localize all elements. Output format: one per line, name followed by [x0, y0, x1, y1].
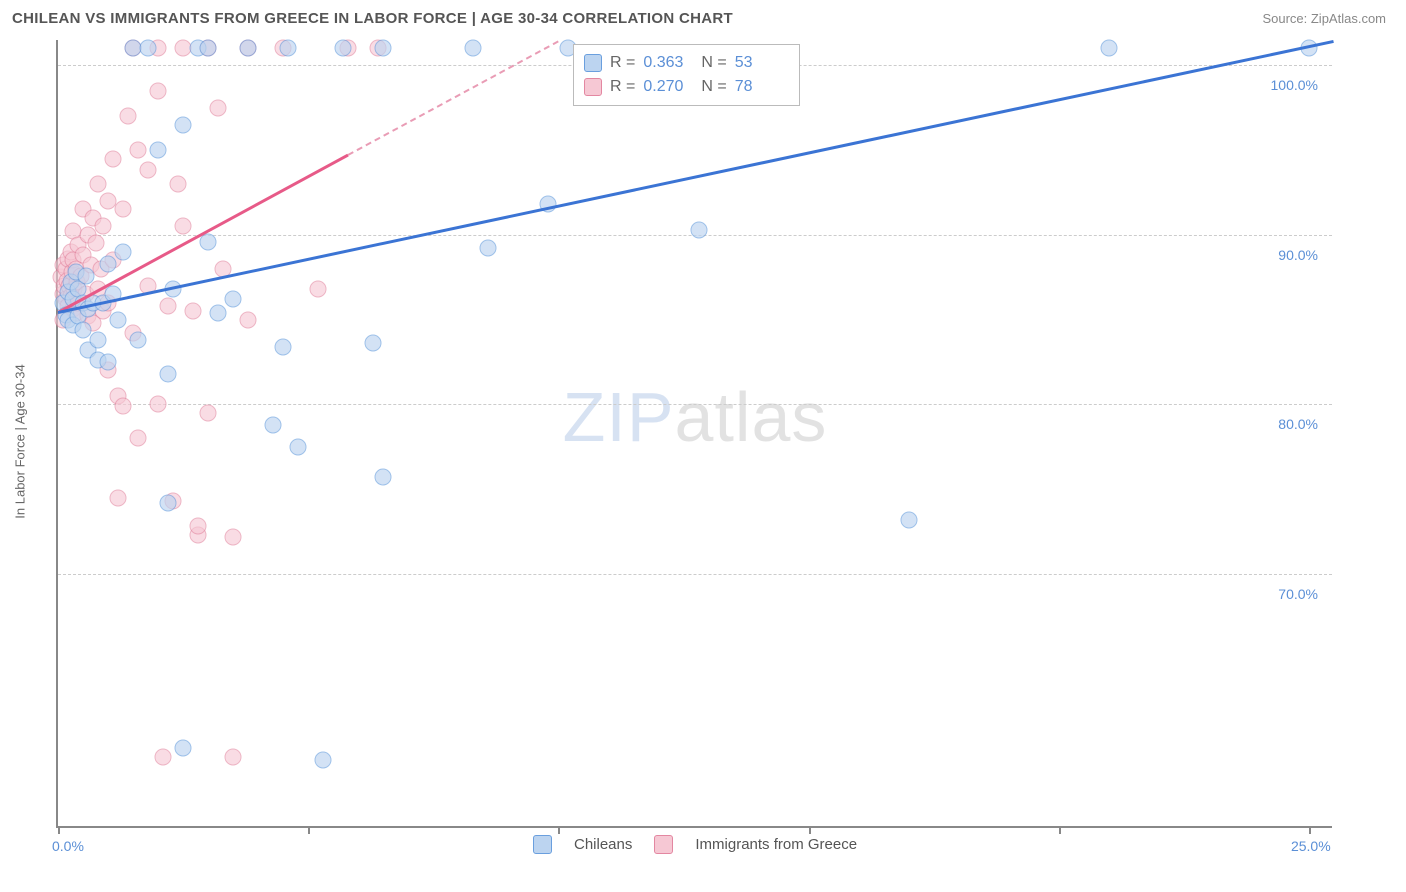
legend-label: Chileans — [574, 836, 632, 853]
data-point — [150, 142, 167, 159]
data-point — [105, 150, 122, 167]
data-point — [265, 416, 282, 433]
data-point — [120, 108, 137, 125]
data-point — [75, 321, 92, 338]
data-point — [130, 430, 147, 447]
trend-line — [348, 40, 559, 155]
data-point — [130, 142, 147, 159]
stat-r-value: 0.270 — [643, 75, 693, 99]
data-point — [87, 235, 104, 252]
data-point — [310, 281, 327, 298]
data-point — [200, 404, 217, 421]
legend-swatch — [584, 78, 602, 96]
data-point — [480, 240, 497, 257]
data-point — [160, 365, 177, 382]
gridline — [58, 574, 1332, 575]
y-tick-label: 90.0% — [1278, 247, 1318, 263]
data-point — [900, 511, 917, 528]
x-tick — [58, 826, 60, 834]
stat-n-value: 78 — [735, 75, 785, 99]
data-point — [170, 176, 187, 193]
data-point — [200, 40, 217, 57]
bottom-legend: Chileans Immigrants from Greece — [533, 835, 857, 854]
data-point — [185, 303, 202, 320]
data-point — [280, 40, 297, 57]
data-point — [690, 221, 707, 238]
data-point — [115, 201, 132, 218]
legend-swatch — [584, 54, 602, 72]
y-tick-label: 100.0% — [1271, 77, 1318, 93]
data-point — [150, 82, 167, 99]
data-point — [225, 528, 242, 545]
data-point — [90, 331, 107, 348]
data-point — [210, 99, 227, 116]
data-point — [95, 218, 112, 235]
data-point — [190, 518, 207, 535]
gridline — [58, 404, 1332, 405]
stat-n-value: 53 — [735, 51, 785, 75]
data-point — [240, 311, 257, 328]
plot-area: ZIPatlas 70.0%80.0%90.0%100.0%0.0%25.0%R… — [56, 40, 1332, 828]
data-point — [130, 331, 147, 348]
x-tick — [1059, 826, 1061, 834]
data-point — [375, 469, 392, 486]
data-point — [140, 40, 157, 57]
chart-source: Source: ZipAtlas.com — [1262, 11, 1386, 26]
stat-n-label: N = — [701, 51, 726, 75]
x-tick — [1309, 826, 1311, 834]
data-point — [175, 218, 192, 235]
x-tick — [809, 826, 811, 834]
stats-box: R = 0.363 N = 53 R = 0.270 N = 78 — [573, 44, 800, 106]
stat-r-label: R = — [610, 51, 635, 75]
stats-row: R = 0.270 N = 78 — [584, 75, 785, 99]
data-point — [140, 162, 157, 179]
legend-swatch — [654, 835, 673, 854]
data-point — [275, 338, 292, 355]
data-point — [1100, 40, 1117, 57]
x-tick-label: 0.0% — [52, 838, 84, 854]
y-tick-label: 70.0% — [1278, 586, 1318, 602]
watermark: ZIPatlas — [563, 377, 828, 457]
stat-r-label: R = — [610, 75, 635, 99]
stats-row: R = 0.363 N = 53 — [584, 51, 785, 75]
data-point — [225, 291, 242, 308]
watermark-atlas: atlas — [675, 378, 828, 456]
data-point — [115, 398, 132, 415]
watermark-zip: ZIP — [563, 378, 675, 456]
y-tick-label: 80.0% — [1278, 416, 1318, 432]
data-point — [290, 438, 307, 455]
data-point — [100, 255, 117, 272]
data-point — [110, 311, 127, 328]
data-point — [155, 748, 172, 765]
data-point — [375, 40, 392, 57]
y-axis-label: In Labor Force | Age 30-34 — [13, 364, 28, 518]
data-point — [77, 267, 94, 284]
data-point — [110, 489, 127, 506]
data-point — [160, 298, 177, 315]
x-tick — [308, 826, 310, 834]
data-point — [115, 243, 132, 260]
data-point — [365, 335, 382, 352]
x-tick-label: 25.0% — [1291, 838, 1331, 854]
data-point — [150, 396, 167, 413]
data-point — [175, 116, 192, 133]
data-point — [175, 740, 192, 757]
x-tick — [558, 826, 560, 834]
data-point — [160, 494, 177, 511]
legend-label: Immigrants from Greece — [695, 836, 857, 853]
stat-n-label: N = — [701, 75, 726, 99]
data-point — [335, 40, 352, 57]
data-point — [225, 748, 242, 765]
data-point — [465, 40, 482, 57]
data-point — [100, 353, 117, 370]
stat-r-value: 0.363 — [643, 51, 693, 75]
data-point — [210, 304, 227, 321]
data-point — [90, 176, 107, 193]
chart-title: CHILEAN VS IMMIGRANTS FROM GREECE IN LAB… — [12, 10, 733, 27]
chart-container: In Labor Force | Age 30-34 ZIPatlas 70.0… — [38, 40, 1388, 845]
data-point — [240, 40, 257, 57]
data-point — [315, 752, 332, 769]
legend-swatch — [533, 835, 552, 854]
